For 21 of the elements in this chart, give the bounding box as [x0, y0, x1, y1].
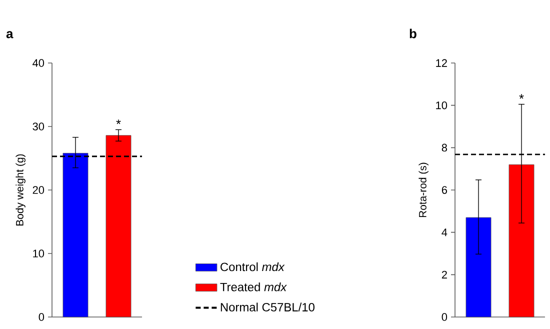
y-tick-label: 0 — [442, 313, 448, 321]
chart-title: b — [410, 28, 416, 38]
annotation: * — [519, 94, 524, 99]
y-tick-label: 30 — [32, 122, 44, 130]
chart-title: a — [6, 31, 14, 38]
legend-label: Treated mdx — [220, 282, 287, 292]
y-tick-label: 40 — [32, 59, 44, 67]
y-tick-label: 8 — [442, 144, 448, 152]
legend-label: Control mdx — [220, 262, 285, 272]
y-tick-label: 6 — [442, 186, 448, 194]
y-tick-label: 4 — [442, 228, 448, 236]
annotation: * — [116, 120, 121, 124]
legend-label: Normal C57BL/10 — [220, 302, 314, 312]
y-tick-label: 20 — [32, 186, 44, 194]
y-tick-label: 10 — [33, 250, 44, 258]
y-axis-title: Rota-rod (s) — [418, 162, 428, 218]
y-tick-label: 12 — [436, 59, 447, 67]
y-tick-label: 0 — [38, 313, 44, 321]
y-axis-title: Body weight (g) — [16, 154, 26, 226]
y-tick-label: 10 — [436, 101, 448, 110]
y-tick-label: 2 — [442, 270, 447, 278]
